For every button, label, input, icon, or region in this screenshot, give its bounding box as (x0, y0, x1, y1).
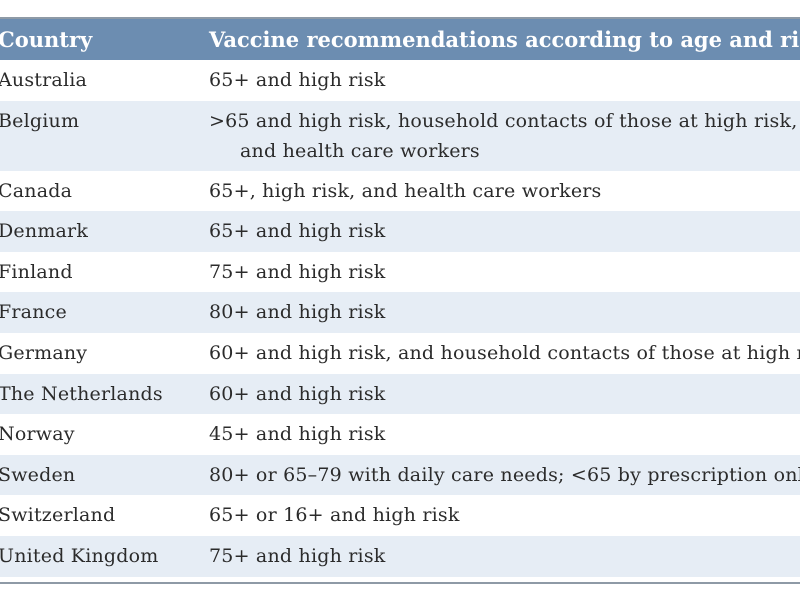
table-row: Belgium >65 and high risk, household con… (0, 100, 800, 171)
header-recommendations: Vaccine recommendations according to age… (209, 27, 800, 52)
country-cell: Finland (0, 260, 73, 283)
table-header: Country Vaccine recommendations accordin… (0, 19, 800, 60)
table-row: Canada 65+, high risk, and health care w… (0, 171, 800, 212)
header-row: Country Vaccine recommendations accordin… (0, 19, 800, 60)
country-cell: Germany (0, 341, 88, 364)
country-cell: Canada (0, 179, 73, 202)
recommendation-cell: 75+ and high risk (209, 260, 386, 283)
table-row: The Netherlands 60+ and high risk (0, 373, 800, 415)
recommendation-cell: 60+ and high risk (209, 382, 386, 405)
table-row: Sweden 80+ or 65–79 with daily care need… (0, 454, 800, 496)
table-row: Switzerland 65+ or 16+ and high risk (0, 495, 800, 536)
header-country: Country (0, 27, 93, 52)
recommendation-cell: 75+ and high risk (209, 544, 386, 567)
recommendation-cell: 65+ or 16+ and high risk (209, 504, 460, 527)
table-container: Country Vaccine recommendations accordin… (0, 19, 800, 577)
bottom-rule (0, 582, 800, 584)
country-cell: Belgium (0, 109, 80, 132)
country-cell: France (0, 301, 67, 324)
table-row: United Kingdom 75+ and high risk (0, 535, 800, 577)
country-cell: Norway (0, 423, 75, 446)
recommendation-cell: 80+ or 65–79 with daily care needs; <65 … (209, 463, 800, 486)
country-cell: United Kingdom (0, 544, 159, 567)
recommendation-line: >65 and high risk, household contacts of… (209, 109, 798, 132)
table-body: Australia 65+ and high risk Belgium >65 … (0, 60, 800, 577)
table-row: France 80+ and high risk (0, 292, 800, 333)
table-row: Germany 60+ and high risk, and household… (0, 333, 800, 374)
recommendation-cell: 65+, high risk, and health care workers (209, 179, 602, 202)
top-rule (0, 0, 800, 19)
table-row: Finland 75+ and high risk (0, 252, 800, 293)
table-row: Denmark 65+ and high risk (0, 211, 800, 252)
country-cell: Denmark (0, 220, 89, 243)
country-cell: Switzerland (0, 504, 116, 527)
country-cell: Australia (0, 69, 88, 91)
recommendation-cell: 80+ and high risk (209, 301, 386, 324)
recommendation-cell: 65+ and high risk (209, 220, 386, 243)
recommendation-cell: 65+ and high risk (209, 69, 386, 91)
vaccine-recommendations-table: Country Vaccine recommendations accordin… (0, 19, 800, 577)
table-row: Australia 65+ and high risk (0, 60, 800, 101)
recommendation-cell: 60+ and high risk, and household contact… (209, 341, 800, 364)
country-cell: The Netherlands (0, 382, 163, 405)
recommendation-cell: 45+ and high risk (209, 423, 386, 446)
recommendation-continuation: and health care workers (240, 139, 480, 162)
table-row: Norway 45+ and high risk (0, 414, 800, 455)
country-cell: Sweden (0, 463, 76, 486)
recommendation-cell: >65 and high risk, household contacts of… (209, 101, 800, 171)
